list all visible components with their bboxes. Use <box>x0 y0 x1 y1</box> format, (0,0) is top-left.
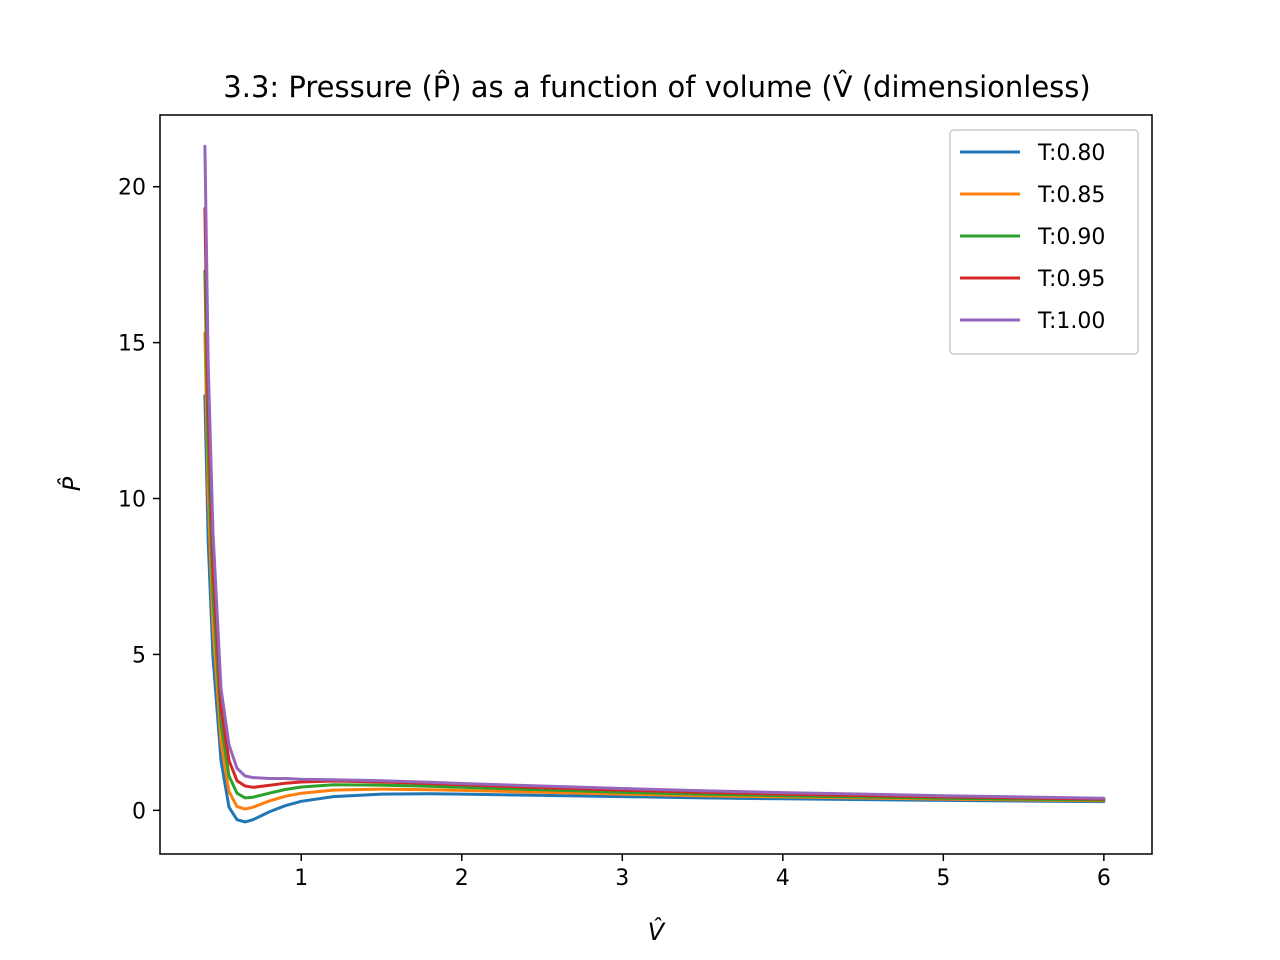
x-tick-label: 2 <box>455 866 469 891</box>
legend-entry: T:0.85 <box>1037 183 1105 208</box>
series-line <box>203 394 1106 824</box>
y-axis-label: P̂ <box>58 476 86 491</box>
legend-entry: T:0.95 <box>1037 267 1105 292</box>
x-tick-label: 4 <box>776 866 790 891</box>
y-tick-label: 15 <box>118 332 146 357</box>
series-line <box>203 144 1106 800</box>
x-axis: 1 2 3 4 5 6 <box>294 854 1111 891</box>
series-line <box>203 207 1106 801</box>
y-tick-label: 20 <box>118 176 146 201</box>
y-axis: 0 5 10 15 20 <box>118 176 160 824</box>
x-tick-label: 5 <box>936 866 950 891</box>
x-tick-label: 1 <box>294 866 308 891</box>
plot-lines <box>203 144 1106 824</box>
plot-frame <box>159 114 1153 855</box>
legend-entry: T:0.90 <box>1037 225 1105 250</box>
legend-box <box>949 129 1139 355</box>
series-line <box>203 331 1106 811</box>
x-axis-label: V̂ <box>648 918 666 946</box>
y-tick-label: 10 <box>118 488 146 513</box>
x-tick-label: 6 <box>1097 866 1111 891</box>
legend-entry: T:1.00 <box>1037 309 1105 334</box>
y-tick-label: 5 <box>132 643 146 668</box>
y-tick-label: 0 <box>132 799 146 824</box>
legend-entry: T:0.80 <box>1037 141 1105 166</box>
series-line <box>203 269 1106 802</box>
chart-title: 3.3: Pressure (P̂) as a function of volu… <box>223 70 1090 104</box>
x-tick-label: 3 <box>615 866 629 891</box>
legend: T:0.80 T:0.85 T:0.90 T:0.95 T:1.00 <box>949 129 1139 355</box>
